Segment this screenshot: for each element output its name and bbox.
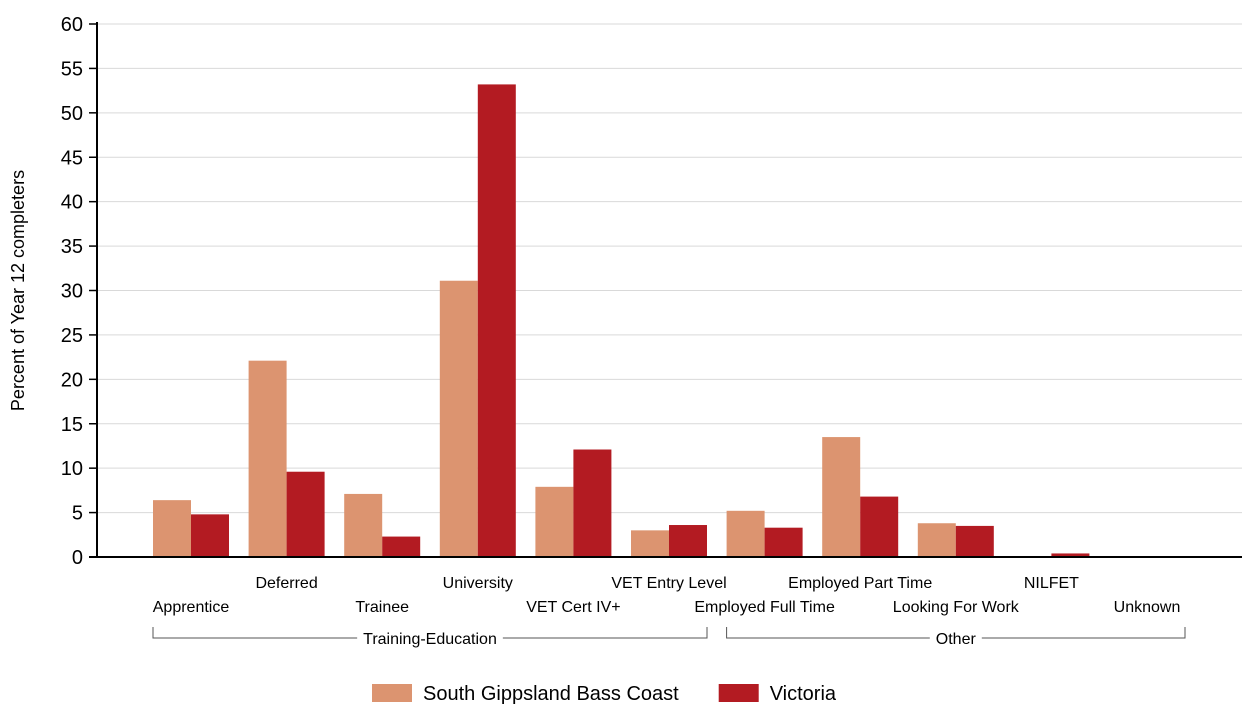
legend-label: South Gippsland Bass Coast (423, 683, 679, 704)
x-category-label: Apprentice (153, 599, 230, 616)
y-tick-label: 15 (61, 414, 83, 436)
category-group-bracket (726, 627, 1186, 639)
bar (822, 437, 861, 557)
x-axis-category-labels: Apprentice Deferred Trainee University VET C… (153, 575, 1181, 616)
y-tick-label: 20 (61, 369, 83, 391)
y-tick-label: 40 (61, 192, 83, 214)
bar (344, 493, 383, 557)
category-group-label: Training-Education (363, 631, 497, 648)
x-category-label: Deferred (255, 575, 317, 592)
bar (669, 525, 707, 557)
y-axis-ticks: 0 5 10 15 20 25 30 35 40 45 50 55 60 (61, 14, 97, 569)
bar (726, 510, 765, 557)
x-category-label: VET Cert IV+ (526, 599, 620, 616)
y-tick-label: 50 (61, 103, 83, 125)
y-tick-label: 25 (61, 325, 83, 347)
bars (153, 84, 1090, 557)
bar (1051, 553, 1090, 557)
legend-swatch (372, 684, 412, 702)
bar (535, 486, 574, 557)
x-category-label: NILFET (1024, 575, 1079, 592)
x-category-label: Employed Full Time (694, 599, 835, 616)
y-tick-label: 0 (72, 547, 83, 569)
legend-swatch (718, 684, 759, 702)
y-tick-label: 60 (61, 14, 83, 36)
category-groups: Training-Education Other (152, 627, 1186, 648)
x-category-label: VET Entry Level (611, 575, 726, 592)
bar (917, 523, 956, 557)
category-group-bracket (152, 627, 708, 639)
bar (191, 514, 229, 557)
bar (955, 525, 994, 557)
y-tick-label: 5 (72, 503, 83, 525)
bar (286, 471, 325, 557)
bar (248, 360, 287, 557)
bar (153, 500, 191, 557)
y-tick-label: 30 (61, 281, 83, 303)
bar (382, 536, 421, 557)
x-category-label: Employed Part Time (788, 575, 932, 592)
gridlines (97, 23, 1242, 514)
bar (477, 84, 516, 557)
x-category-label: Trainee (355, 599, 409, 616)
x-category-label: Looking For Work (893, 599, 1020, 616)
y-tick-label: 35 (61, 236, 83, 258)
legend-label: Victoria (770, 683, 837, 704)
bar (439, 280, 478, 557)
category-group-label: Other (936, 631, 977, 648)
bar (860, 496, 899, 557)
x-category-label: University (443, 575, 513, 592)
y-axis-label: Percent of Year 12 completers (8, 170, 28, 411)
bar (764, 527, 803, 557)
y-tick-label: 10 (61, 458, 83, 480)
y-tick-label: 55 (61, 58, 83, 80)
x-category-label: Unknown (1114, 599, 1181, 616)
axes (89, 22, 1242, 558)
legend: South Gippsland Bass Coast Victoria (372, 683, 837, 704)
bar (631, 530, 669, 557)
y-tick-label: 45 (61, 147, 83, 169)
bar (573, 449, 612, 557)
